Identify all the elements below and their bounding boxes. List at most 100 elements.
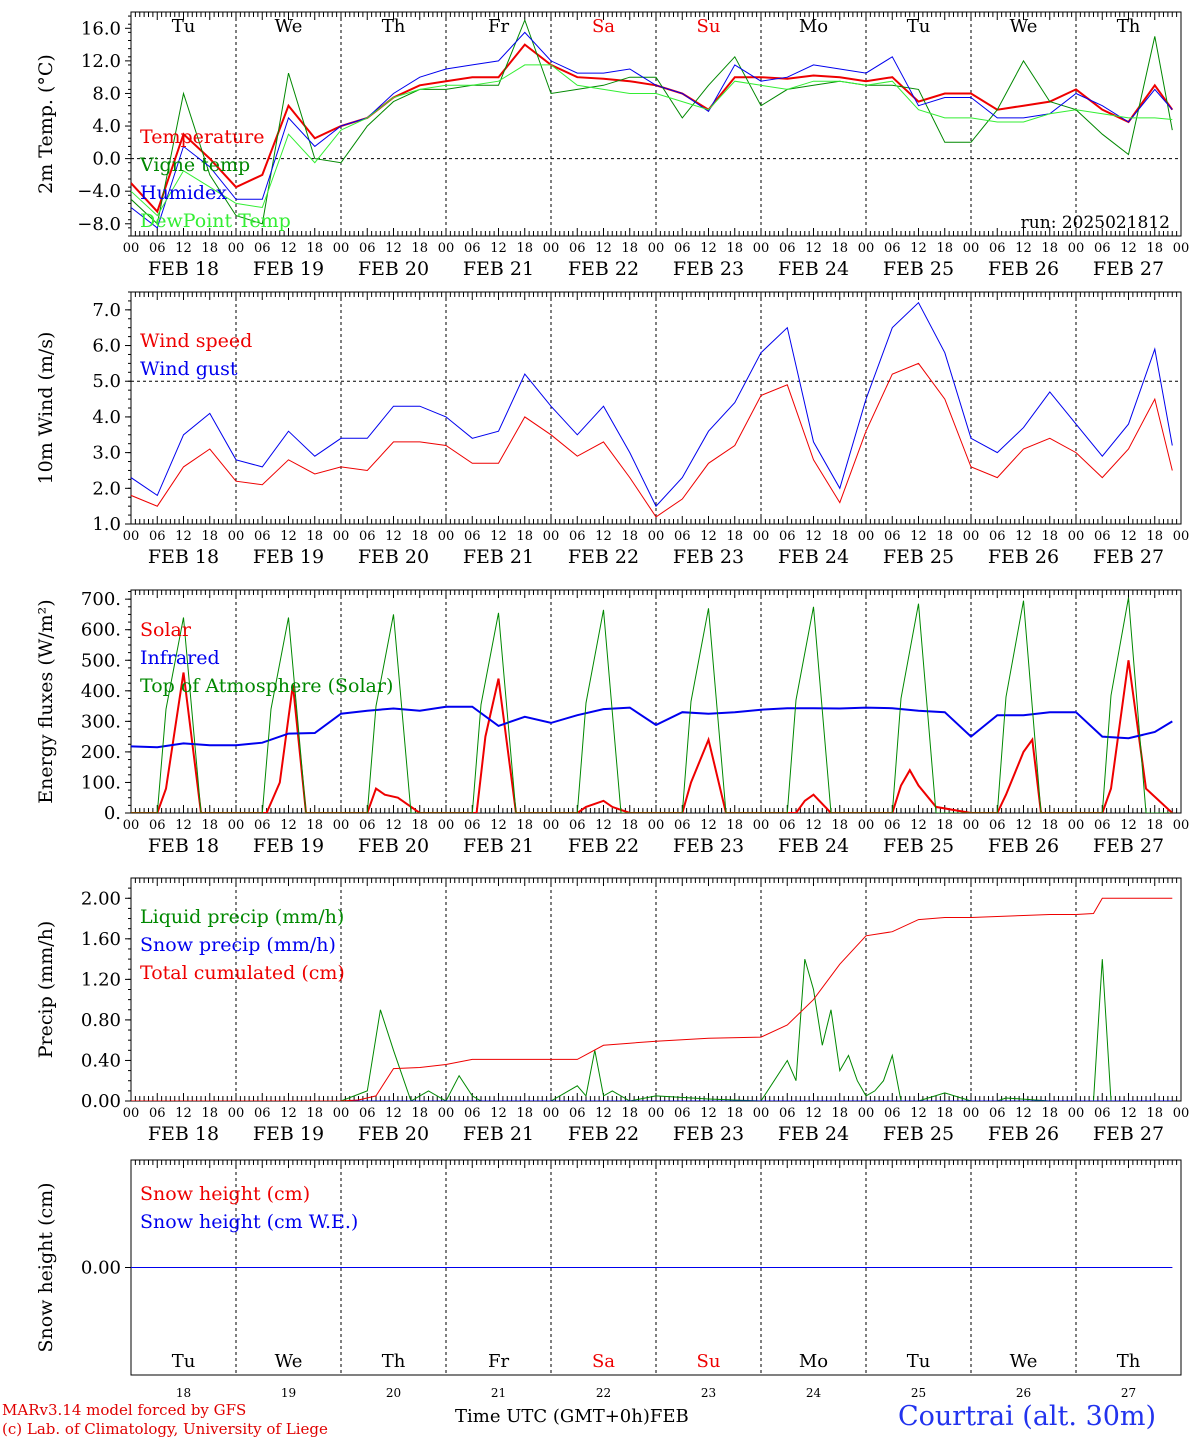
hour-label: 00 xyxy=(1173,1106,1190,1121)
hour-label: 18 xyxy=(516,529,533,544)
hour-label: 00 xyxy=(438,529,455,544)
day-number-label: 27 xyxy=(1121,1386,1136,1400)
weekday-label: Mo xyxy=(799,16,828,37)
series-line-dewpoint-temp xyxy=(131,64,1173,217)
y-axis-title: Snow height (cm) xyxy=(35,1182,57,1352)
weekday-label: We xyxy=(1010,1351,1038,1372)
hour-label: 12 xyxy=(280,241,297,256)
hour-label: 00 xyxy=(648,529,665,544)
hour-label: 00 xyxy=(333,818,350,833)
y-tick-label: 4.0 xyxy=(92,407,121,428)
weekday-label: Th xyxy=(382,1351,406,1372)
hour-label: 00 xyxy=(648,818,665,833)
date-label: FEB 20 xyxy=(358,258,429,280)
hour-label: 06 xyxy=(1094,241,1111,256)
y-axis-title: 2m Temp. (°C) xyxy=(35,54,57,194)
hour-label: 00 xyxy=(648,241,665,256)
day-number-label: 24 xyxy=(806,1386,822,1400)
hour-label: 18 xyxy=(726,818,743,833)
date-label: FEB 25 xyxy=(883,1123,954,1145)
y-tick-label: 0.00 xyxy=(81,1258,121,1279)
hour-label: 00 xyxy=(858,818,875,833)
hour-label: 18 xyxy=(621,529,638,544)
hour-label: 00 xyxy=(963,529,980,544)
hour-label: 18 xyxy=(621,818,638,833)
hour-label: 00 xyxy=(1173,241,1190,256)
hour-label: 12 xyxy=(910,818,927,833)
series-line-vigne-temp xyxy=(131,18,1173,225)
y-tick-label: 0.80 xyxy=(81,1010,121,1031)
panel-3: 700. 600. 500. 400. 300. 200. 100. 0. Energy flu… xyxy=(35,589,1189,857)
hour-label: 00 xyxy=(858,1106,875,1121)
date-label: FEB 22 xyxy=(568,1123,639,1145)
hour-label: 18 xyxy=(1041,529,1058,544)
hour-label: 18 xyxy=(621,1106,638,1121)
y-tick-label: 4.0 xyxy=(92,116,121,137)
hour-label: 00 xyxy=(543,529,560,544)
hour-label: 18 xyxy=(411,1106,428,1121)
hour-label: 00 xyxy=(228,241,245,256)
hour-label: 06 xyxy=(359,1106,376,1121)
hour-label: 00 xyxy=(753,529,770,544)
hour-label: 00 xyxy=(438,1106,455,1121)
hour-label: 18 xyxy=(831,529,848,544)
date-label: FEB 19 xyxy=(253,546,324,568)
y-tick-label: 2.00 xyxy=(81,888,121,909)
hour-label: 06 xyxy=(674,241,691,256)
series-line-total-cumulated-cm- xyxy=(131,897,1173,1101)
hour-label: 12 xyxy=(280,1106,297,1121)
hour-label: 06 xyxy=(569,1106,586,1121)
date-label: FEB 25 xyxy=(883,258,954,280)
hour-label: 00 xyxy=(963,241,980,256)
hour-label: 12 xyxy=(1015,1106,1032,1121)
legend-entry: Humidex xyxy=(140,182,227,204)
hour-label: 00 xyxy=(543,1106,560,1121)
series-line-top-of-atmosphere-solar- xyxy=(131,597,1173,813)
hour-label: 12 xyxy=(910,1106,927,1121)
hour-label: 12 xyxy=(490,818,507,833)
hour-label: 06 xyxy=(884,529,901,544)
day-number-label: 21 xyxy=(491,1386,506,1400)
y-tick-label: 1.60 xyxy=(81,929,121,950)
hour-label: 06 xyxy=(779,818,796,833)
hour-label: 00 xyxy=(543,241,560,256)
weekday-label: We xyxy=(1010,16,1038,37)
hour-label: 06 xyxy=(149,1106,166,1121)
hour-label: 18 xyxy=(726,241,743,256)
hour-label: 18 xyxy=(306,241,323,256)
hour-label: 00 xyxy=(858,241,875,256)
hour-label: 12 xyxy=(385,529,402,544)
hour-label: 06 xyxy=(989,529,1006,544)
hour-label: 12 xyxy=(805,818,822,833)
hour-label: 18 xyxy=(621,241,638,256)
hour-label: 12 xyxy=(1120,241,1137,256)
hour-label: 00 xyxy=(228,1106,245,1121)
hour-label: 06 xyxy=(254,1106,271,1121)
date-label: FEB 27 xyxy=(1093,546,1164,568)
y-tick-label: 200. xyxy=(81,742,121,763)
panel-1: 16.0 12.0 8.0 4.0 0.0 −4.0 −8.0 2m Temp. (°C) Te… xyxy=(35,11,1190,280)
panel-5: 0.00 Snow height (cm) Snow height (cm) Snow… xyxy=(35,1159,1182,1400)
hour-label: 06 xyxy=(1094,1106,1111,1121)
hour-label: 06 xyxy=(569,818,586,833)
y-tick-label: 12.0 xyxy=(81,51,121,72)
date-label: FEB 24 xyxy=(778,258,849,280)
hour-label: 12 xyxy=(385,241,402,256)
hour-label: 18 xyxy=(936,818,953,833)
hour-label: 00 xyxy=(228,529,245,544)
hour-label: 12 xyxy=(595,241,612,256)
date-label: FEB 23 xyxy=(673,258,744,280)
y-tick-label: 8.0 xyxy=(92,83,121,104)
hour-label: 18 xyxy=(306,818,323,833)
hour-label: 00 xyxy=(963,1106,980,1121)
hour-label: 00 xyxy=(963,818,980,833)
legend-entry: DewPoint Temp xyxy=(140,210,291,232)
x-axis-title-text: Time UTC (GMT+0h) xyxy=(455,1406,650,1427)
hour-label: 06 xyxy=(779,529,796,544)
hour-label: 12 xyxy=(1120,1106,1137,1121)
day-number-label: 20 xyxy=(386,1386,401,1400)
y-tick-label: 1.0 xyxy=(92,514,121,535)
hour-label: 00 xyxy=(228,818,245,833)
hour-label: 06 xyxy=(1094,529,1111,544)
